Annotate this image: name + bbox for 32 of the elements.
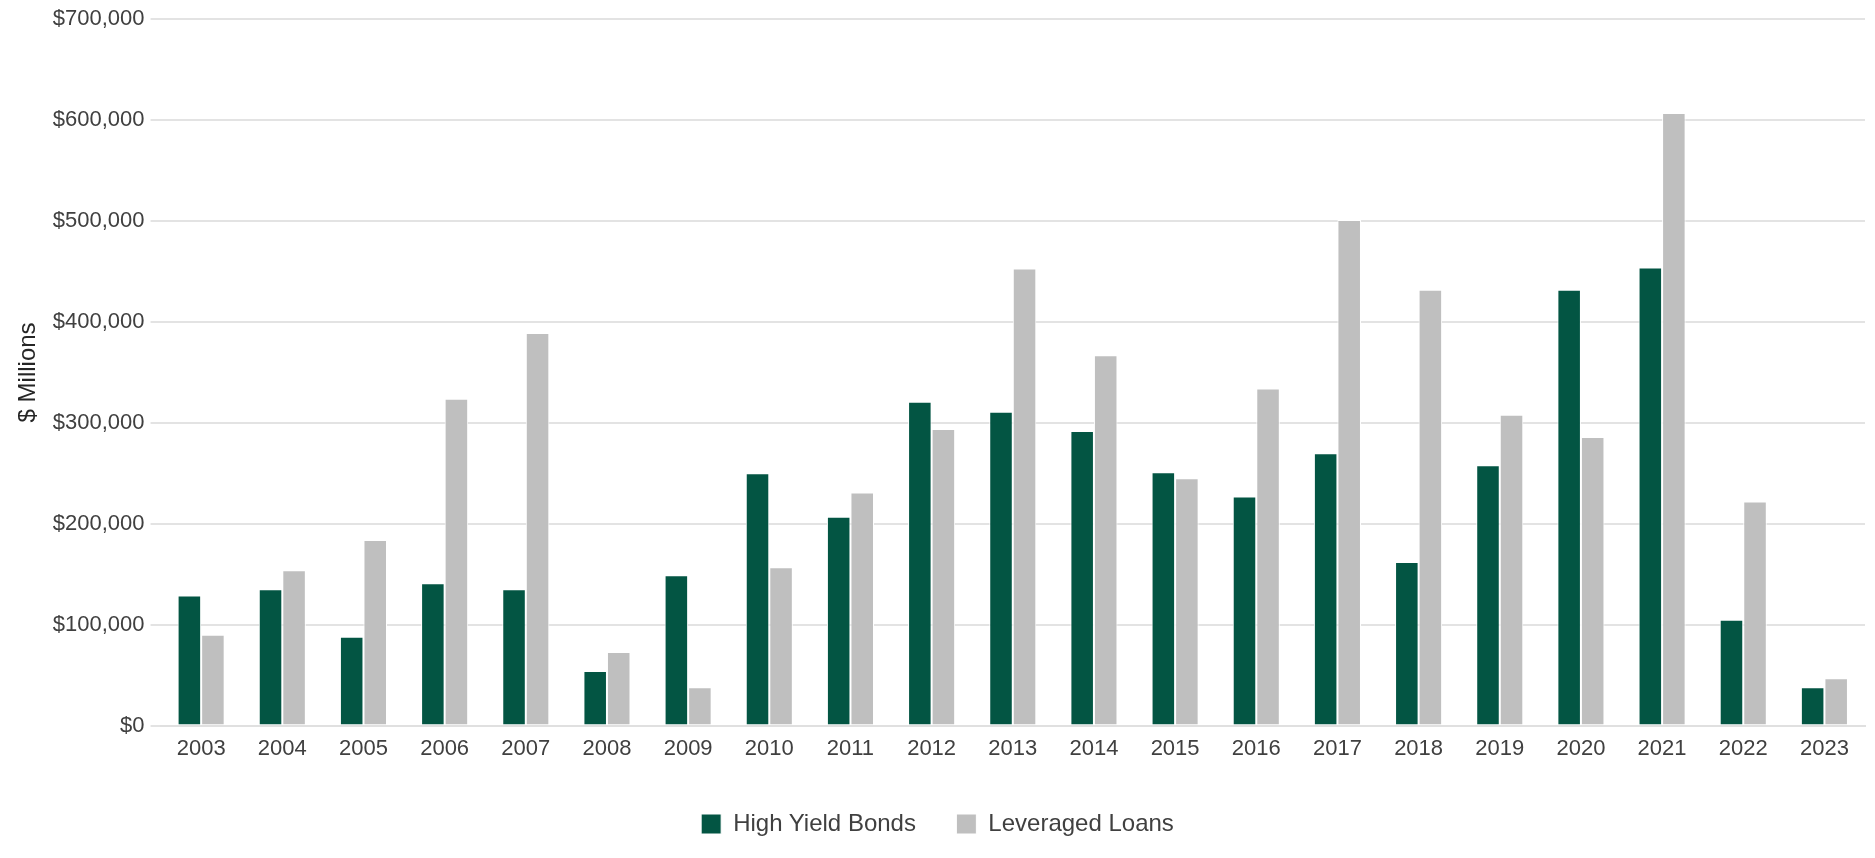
x-tick-label: 2006: [420, 734, 470, 760]
y-tick-label: $300,000: [52, 408, 145, 434]
x-tick-label: 2019: [1475, 734, 1525, 760]
y-tick-label: $400,000: [52, 308, 145, 334]
x-tick-label: 2018: [1394, 734, 1444, 760]
x-tick-label: 2007: [501, 734, 551, 760]
legend-label: High Yield Bonds: [733, 808, 916, 836]
x-tick-label: 2017: [1312, 734, 1362, 760]
x-tick-label: 2020: [1556, 734, 1606, 760]
x-tick-label: 2009: [663, 734, 713, 760]
x-tick-label: 2011: [826, 734, 875, 760]
x-tick-label: 2010: [744, 734, 794, 760]
x-tick-label: 2005: [338, 734, 388, 760]
x-tick-label: 2008: [582, 734, 632, 760]
y-axis-title: $ Millions: [13, 322, 41, 423]
x-tick-label: 2012: [907, 734, 957, 760]
y-tick-label: $500,000: [52, 207, 145, 233]
x-tick-label: 2015: [1150, 734, 1200, 760]
y-tick-label: $600,000: [52, 106, 145, 132]
x-tick-label: 2013: [988, 734, 1038, 760]
y-tick-label: $700,000: [52, 5, 145, 31]
y-tick-label: $0: [120, 711, 145, 737]
x-tick-label: 2004: [257, 734, 307, 760]
x-tick-label: 2003: [176, 734, 226, 760]
x-tick-label: 2023: [1799, 734, 1849, 760]
x-tick-label: 2016: [1231, 734, 1281, 760]
x-tick-label: 2021: [1637, 734, 1687, 760]
y-tick-label: $200,000: [52, 509, 145, 535]
x-tick-label: 2022: [1718, 734, 1768, 760]
y-tick-label: $100,000: [52, 610, 145, 636]
legend-label: Leveraged Loans: [988, 808, 1174, 836]
x-tick-label: 2014: [1069, 734, 1119, 760]
